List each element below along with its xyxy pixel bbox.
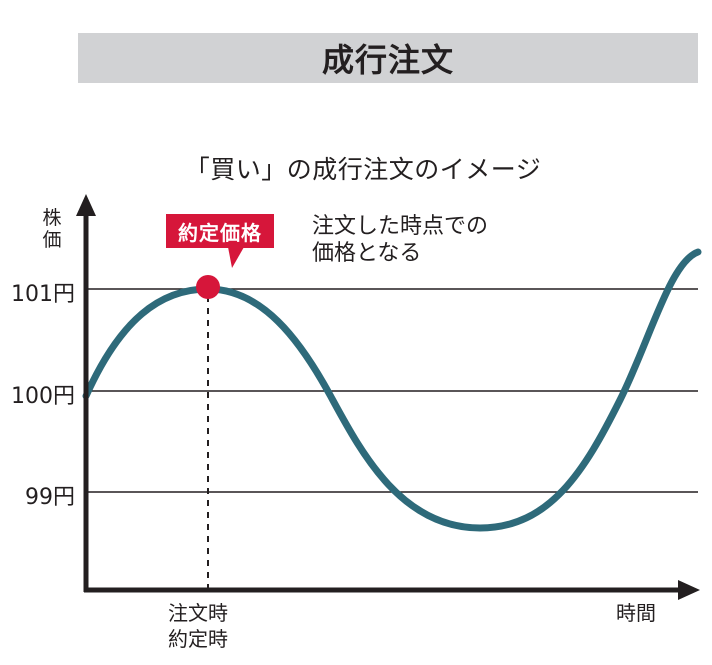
x-label-order-time: 注文時 約定時: [168, 600, 228, 652]
page-title: 成行注文: [321, 41, 454, 79]
note-line1: 注文した時点での: [312, 214, 489, 239]
header-title-bar: 成行注文: [78, 33, 698, 83]
x-label-order-line1: 注文時: [168, 601, 228, 625]
y-axis-label-line2: 価: [42, 229, 62, 251]
price-curve: [82, 248, 702, 532]
y-tick-100: 100円: [11, 384, 75, 409]
y-axis-arrow-icon: [76, 194, 96, 216]
y-axis-label: 株 価: [40, 207, 64, 251]
y-tick-99: 99円: [25, 485, 75, 510]
note-line2: 価格となる: [312, 241, 422, 266]
x-axis-label: 時間: [616, 601, 656, 625]
chart-title: 「買い」の成行注文のイメージ: [184, 155, 542, 184]
execution-price-callout: 約定価格: [166, 214, 274, 248]
y-axis-label-line1: 株: [42, 207, 62, 229]
x-axis-arrow-icon: [678, 580, 700, 600]
callout-pointer-icon: [228, 247, 244, 268]
execution-price-marker: [196, 275, 220, 299]
x-label-order-line2: 約定時: [168, 627, 228, 651]
execution-price-note: 注文した時点での 価格となる: [312, 213, 488, 267]
y-tick-101: 101円: [11, 282, 75, 307]
